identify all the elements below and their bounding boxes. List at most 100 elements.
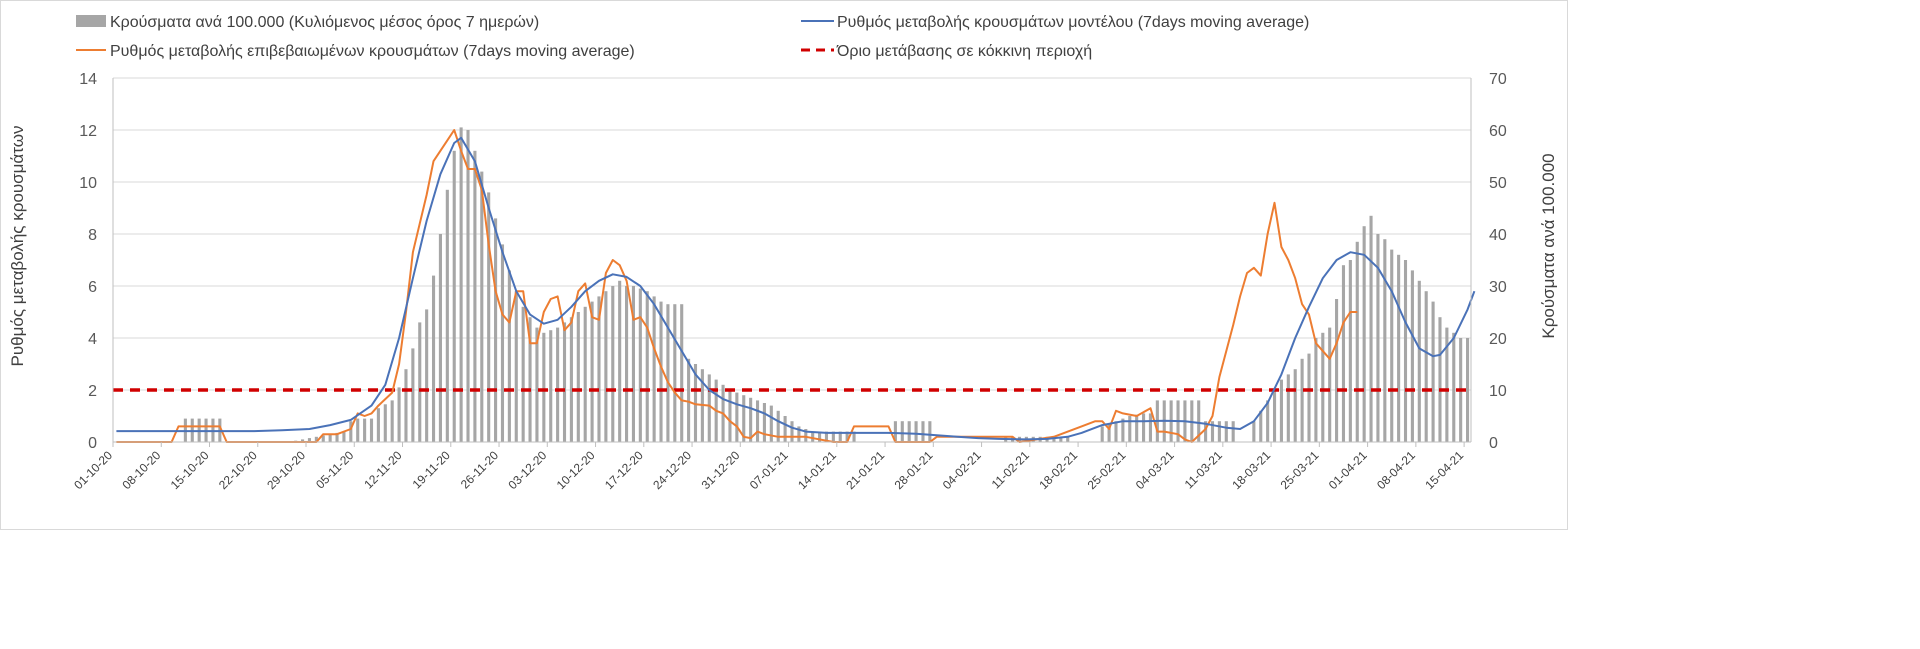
bar	[1376, 234, 1380, 442]
bar	[404, 369, 408, 442]
bar	[776, 410, 780, 442]
x-tick-label: 31-12-20	[699, 448, 743, 492]
bar	[687, 358, 691, 442]
bar	[618, 280, 622, 442]
bar	[1204, 421, 1208, 442]
bar	[376, 408, 380, 442]
bar	[452, 150, 456, 443]
x-tick-label: 18-02-21	[1036, 448, 1080, 492]
bar	[1466, 338, 1470, 442]
bar	[762, 403, 766, 442]
bar	[818, 431, 822, 442]
x-tick-label: 17-12-20	[602, 448, 646, 492]
bar	[1135, 414, 1139, 442]
bar	[1107, 423, 1111, 442]
x-tick-label: 18-03-21	[1229, 448, 1273, 492]
y-left-tick-label: 0	[88, 435, 97, 452]
bar	[845, 431, 849, 442]
bar	[542, 332, 546, 442]
bar	[597, 296, 601, 442]
x-tick-label: 25-03-21	[1278, 448, 1322, 492]
bar	[1059, 436, 1063, 442]
bar	[521, 306, 525, 442]
bar	[1452, 332, 1456, 442]
bar	[914, 421, 918, 442]
legend-model-label: Ρυθμός μεταβολής κρουσμάτων μοντέλου (7d…	[837, 14, 1309, 31]
bar	[1121, 418, 1125, 442]
bar	[583, 306, 587, 442]
bar	[1410, 270, 1414, 442]
bar	[425, 309, 429, 442]
bar	[514, 291, 518, 442]
legend-confirmed-label: Ρυθμός μεταβολής επιβεβαιωμένων κρουσμάτ…	[110, 43, 635, 60]
x-tick-label: 03-12-20	[506, 448, 550, 492]
bar	[1293, 369, 1297, 442]
y-left-tick-label: 10	[79, 175, 97, 192]
line-series	[116, 129, 1476, 443]
bar	[1224, 421, 1228, 442]
bar	[418, 322, 422, 442]
y-left-tick-label: 6	[88, 279, 97, 296]
y-right-tick-label: 10	[1489, 383, 1507, 400]
bar	[921, 421, 925, 442]
bar	[1438, 317, 1442, 442]
bar	[1128, 416, 1132, 442]
bar	[735, 392, 739, 442]
x-tick-label: 01-04-21	[1326, 448, 1370, 492]
chart-svg: Κρούσματα ανά 100.000 (Κυλιόμενος μέσος …	[8, 14, 1558, 492]
bar	[459, 127, 463, 443]
bar	[1266, 400, 1270, 442]
bar	[755, 400, 760, 442]
bar	[769, 405, 773, 442]
y-left-tick-label: 14	[79, 71, 97, 88]
bar	[1355, 241, 1359, 442]
x-tick-label: 21-01-21	[843, 448, 887, 492]
bar	[1100, 426, 1104, 442]
bar	[1314, 338, 1318, 442]
bar	[349, 421, 353, 442]
bar	[1197, 400, 1201, 442]
bar	[783, 416, 787, 442]
y-right-tick-label: 40	[1489, 227, 1507, 244]
bar	[804, 429, 808, 442]
bar	[549, 330, 553, 442]
x-tick-label: 01-10-20	[71, 448, 115, 492]
bar	[328, 434, 332, 442]
bar	[535, 327, 539, 442]
y-right-tick-label: 20	[1489, 331, 1507, 348]
bar	[1252, 421, 1256, 442]
bar	[852, 431, 856, 442]
x-tick-label: 08-04-21	[1374, 448, 1418, 492]
bar	[307, 438, 312, 442]
x-tick-label: 24-12-20	[650, 448, 694, 492]
x-tick-label: 04-03-21	[1133, 448, 1177, 492]
bar	[1328, 327, 1332, 442]
bar	[625, 286, 629, 442]
bar	[1286, 374, 1290, 442]
legend-threshold-label: Όριο μετάβασης σε κόκκινη περιοχή	[836, 43, 1092, 60]
y-right-tick-label: 50	[1489, 175, 1507, 192]
bar	[797, 426, 801, 442]
bar	[928, 421, 932, 442]
bar	[790, 421, 794, 442]
legend: Κρούσματα ανά 100.000 (Κυλιόμενος μέσος …	[76, 14, 1309, 60]
bar	[638, 288, 642, 442]
x-tick-label: 11-03-21	[1182, 448, 1225, 491]
bar	[1424, 291, 1428, 442]
bar	[1348, 260, 1352, 442]
bar-series	[183, 127, 1470, 443]
bar	[342, 431, 346, 442]
axes: 0 2 4 6 8 10 12 14 0 10 20 30 40 50 60 70 01-10-20 08-10-…	[71, 71, 1507, 492]
bar	[1431, 301, 1435, 442]
bar	[907, 421, 911, 442]
bar	[1279, 379, 1283, 442]
legend-bars-label: Κρούσματα ανά 100.000 (Κυλιόμενος μέσος …	[110, 14, 539, 31]
y-left-tick-label: 12	[79, 123, 97, 140]
bar	[487, 192, 491, 442]
bar	[1142, 413, 1146, 442]
bar	[645, 291, 649, 442]
bar	[1369, 215, 1373, 442]
bar	[728, 390, 732, 442]
y-left-axis-title: Ρυθμός μεταβολής κρουσμάτων	[8, 126, 27, 367]
bar	[680, 304, 684, 442]
